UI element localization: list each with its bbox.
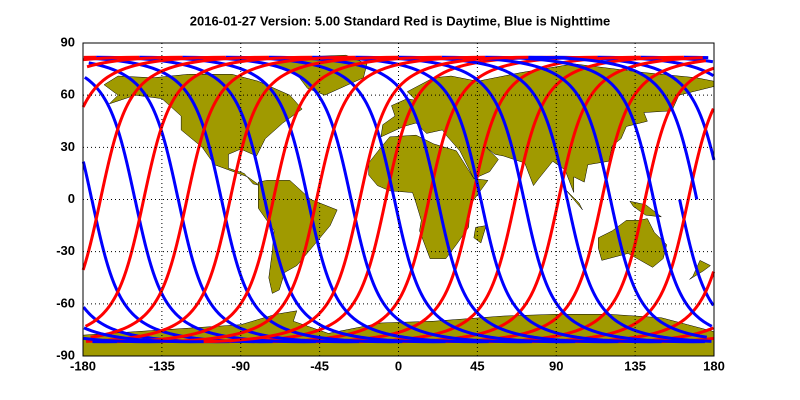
ground-track	[203, 55, 529, 344]
ground-track	[272, 55, 598, 344]
ground-track	[554, 55, 716, 161]
ground-track	[160, 55, 486, 344]
ground-track	[479, 199, 662, 344]
ground-track	[355, 55, 526, 200]
ground-track	[349, 199, 533, 344]
x-tick-label: 45	[470, 358, 484, 373]
chart-title: 2016-01-27 Version: 5.00 Standard Red is…	[190, 13, 611, 28]
x-tick-label: 0	[395, 358, 402, 373]
ground-tracks	[81, 55, 716, 344]
ground-track	[81, 161, 94, 200]
ground-track	[220, 199, 403, 344]
ground-track	[88, 56, 223, 200]
y-tick-label: -60	[56, 295, 75, 310]
ground-track	[81, 55, 226, 108]
x-tick-label: -135	[149, 358, 175, 373]
y-tick-label: 60	[61, 87, 75, 102]
ground-track	[528, 55, 699, 200]
x-tick-label: 180	[703, 358, 725, 373]
ground-track	[225, 55, 396, 200]
ground-track	[83, 326, 204, 344]
ground-track	[133, 199, 316, 344]
x-tick-label: 135	[624, 358, 646, 373]
land	[82, 54, 715, 357]
ground-track	[488, 66, 715, 344]
ground-track	[117, 55, 442, 344]
ground-track	[263, 199, 446, 344]
ground-track	[306, 199, 489, 344]
ground-track	[268, 55, 439, 200]
ground-track	[315, 55, 641, 344]
x-tick-label: -180	[70, 358, 96, 373]
y-tick-label: 90	[61, 34, 75, 49]
y-tick-label: -90	[56, 347, 75, 362]
landmass	[689, 260, 711, 280]
y-tick-label: 0	[68, 191, 75, 206]
ground-track	[441, 55, 612, 200]
ground-track	[445, 59, 707, 344]
landmass	[380, 63, 715, 193]
ground-track	[312, 55, 483, 200]
y-tick-label: -30	[56, 243, 75, 258]
ground-track	[182, 55, 353, 200]
ground-track	[522, 199, 705, 344]
x-tick-label: 90	[549, 358, 563, 373]
ground-track	[359, 55, 684, 344]
ground-track	[83, 336, 161, 344]
ground-track	[90, 199, 273, 344]
ground-track	[176, 199, 360, 344]
x-tick-label: -90	[231, 358, 250, 373]
ground-track	[652, 199, 713, 328]
ground-track	[565, 199, 712, 343]
ground-track	[81, 55, 270, 271]
landmass	[598, 218, 667, 268]
ground-track	[83, 55, 140, 62]
x-tick-label: -45	[310, 358, 329, 373]
ground-track	[436, 199, 619, 344]
ground-track	[96, 55, 267, 200]
ground-track	[139, 55, 310, 200]
ground-track	[83, 76, 137, 200]
ground-track	[86, 55, 183, 69]
ground-track	[398, 55, 569, 200]
landmass	[473, 225, 487, 244]
ground-track	[229, 55, 555, 344]
ground-track	[609, 199, 708, 339]
ground-track	[84, 55, 313, 328]
y-tick-label: 30	[61, 139, 75, 154]
plot-frame	[82, 42, 715, 357]
ground-track	[485, 55, 656, 200]
ground-track	[392, 199, 576, 344]
landmass	[564, 188, 583, 211]
ground-track	[402, 56, 703, 344]
ground-track	[85, 55, 399, 343]
